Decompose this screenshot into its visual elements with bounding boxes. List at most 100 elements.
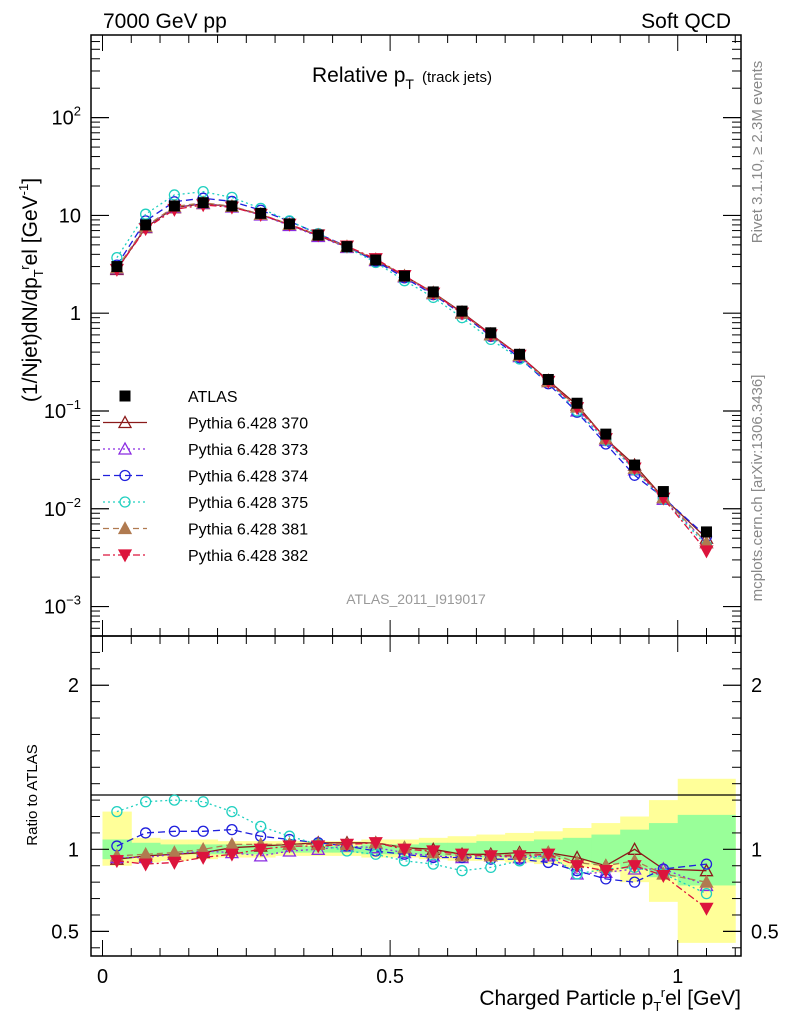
header-right: Soft QCD: [641, 10, 731, 33]
series-line-p370: [116, 202, 707, 539]
ratio-point-p375: [139, 796, 152, 808]
main-y-tick-label: 10−3: [44, 593, 81, 619]
ratio-point-p374: [700, 858, 713, 870]
ratio-point-p382: [138, 858, 153, 872]
ratio-y-tick-label: 2: [68, 675, 79, 697]
ratio-point-p382: [311, 840, 326, 854]
point-atlas: [197, 197, 209, 209]
legend-label-p374: Pythia 6.428 374: [188, 469, 308, 486]
main-y-tick-label-base: 10: [44, 401, 66, 423]
ratio-point-p382: [454, 848, 470, 862]
series-line-p374: [116, 197, 707, 537]
legend-marker-p382: [117, 549, 133, 563]
main-y-label-sub: T: [31, 269, 46, 277]
ratio-point-p382: [699, 902, 714, 916]
main-y-tick-label-exp: −2: [66, 495, 81, 510]
x-axis-label: Charged Particle pTrel [GeV]: [479, 985, 741, 1014]
rivet-info: Rivet 3.1.10, ≥ 2.3M events: [749, 61, 766, 244]
point-atlas: [398, 270, 410, 282]
plot-title-note: (track jets): [422, 69, 492, 86]
ratio-y-tick-label-right: 1: [751, 839, 762, 861]
point-atlas: [341, 241, 353, 253]
ratio-y-tick-label-right: 2: [751, 675, 762, 697]
ratio-point-p382: [253, 843, 268, 857]
point-atlas: [571, 397, 583, 409]
ratio-point-p373: [253, 848, 268, 862]
main-y-tick-label: 10−2: [44, 495, 81, 521]
x-tick-label: 0: [97, 966, 108, 988]
ratio-point-p382: [541, 848, 556, 862]
main-y-label-tail: el [GeV: [19, 195, 42, 265]
point-atlas: [370, 254, 382, 266]
point-p375: [139, 208, 152, 220]
legend-label-p382: Pythia 6.428 382: [188, 548, 308, 565]
legend-marker-p373: [117, 441, 133, 455]
ratio-point-p382: [627, 860, 642, 874]
ratio-point-p375: [700, 887, 713, 900]
band-inner: [677, 814, 736, 886]
main-y-tick-label-exp: −3: [66, 593, 81, 608]
point-atlas: [542, 373, 554, 385]
ratio-point-p375: [197, 796, 209, 808]
plot-title: Relative pT (track jets): [312, 64, 492, 92]
point-atlas: [283, 218, 295, 230]
series-line-p381: [116, 202, 707, 544]
ratio-axes: 0.5 0.5 1 1 2 2 0 0.5 1: [51, 636, 779, 988]
ratio-point-p374: [139, 827, 152, 839]
mcplots-info: mcplots.cern.ch [arXiv:1306.3436]: [749, 375, 766, 602]
ratio-point-p375: [111, 805, 123, 818]
band-inner: [562, 837, 592, 861]
point-atlas: [485, 327, 497, 339]
main-y-tick-label-exp: 2: [74, 104, 81, 119]
ratio-plot-panel: 0.5 0.5 1 1 2 2 0 0.5 1: [51, 635, 779, 988]
main-y-label-main: (1/Njet)dN/dp: [19, 277, 42, 402]
main-plot-data: [109, 186, 714, 559]
ratio-line-p381: [116, 842, 707, 883]
series-line-p375: [116, 191, 707, 547]
legend-marker-p381: [117, 521, 133, 535]
ratio-point-p382: [656, 869, 671, 883]
point-atlas: [700, 526, 712, 538]
point-p382: [699, 545, 714, 559]
main-plot-frame: [90, 34, 742, 637]
ratio-point-p382: [282, 840, 297, 854]
series-line-p382: [116, 204, 708, 552]
ratio-point-p382: [483, 850, 498, 864]
plot-title-sub: T: [405, 76, 414, 92]
legend-marker-p370: [117, 415, 133, 429]
ratio-point-p382: [426, 845, 441, 859]
analysis-watermark: ATLAS_2011_I919017: [346, 591, 486, 607]
x-tick-label: 1: [672, 966, 683, 988]
x-tick-label: 0.5: [376, 966, 404, 988]
legend-label-p370: Pythia 6.428 370: [188, 416, 308, 433]
point-atlas: [111, 261, 123, 273]
ratio-point-p374: [168, 825, 181, 837]
main-y-tick-label: 1: [70, 303, 81, 325]
main-y-label-sup: r: [17, 265, 32, 270]
legend-label-p375: Pythia 6.428 375: [188, 495, 308, 512]
main-y-tick-label-base: 10: [52, 108, 74, 130]
ratio-plot-data: [109, 794, 714, 916]
point-atlas: [514, 348, 526, 360]
ratio-point-p374: [628, 876, 641, 888]
ratio-point-p382: [224, 848, 240, 862]
point-atlas: [427, 286, 439, 298]
point-atlas: [255, 207, 267, 219]
x-axis-label-main: Charged Particle p: [479, 987, 653, 1010]
ratio-plot-frame: [90, 635, 742, 957]
ratio-point-p375: [456, 865, 468, 877]
point-atlas: [226, 200, 238, 212]
main-y-label: (1/Njet)dN/dpTrel [GeV-1]: [16, 178, 46, 402]
ratio-y-tick-label-right: 0.5: [751, 921, 779, 943]
point-atlas: [600, 428, 612, 440]
x-axis-label-sup: r: [661, 985, 666, 1000]
ratio-y-tick-label: 1: [68, 839, 79, 861]
legend-label-p381: Pythia 6.428 381: [188, 522, 308, 539]
ratio-point-p382: [397, 843, 412, 857]
legend-label-atlas: ATLAS: [188, 389, 238, 406]
legend-marker-p375: [119, 496, 131, 508]
main-y-tick-label: 102: [52, 104, 81, 130]
